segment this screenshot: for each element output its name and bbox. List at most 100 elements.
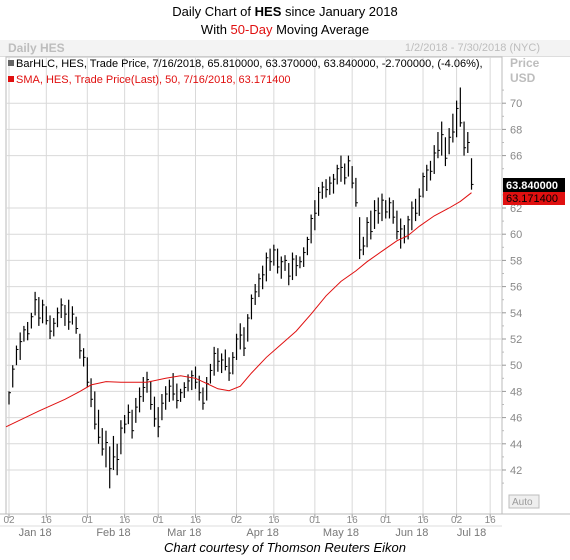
y-tick-label: 60 [510, 229, 522, 241]
ohlc-bar [23, 325, 26, 342]
ohlc-bar [452, 113, 455, 143]
y-tick-label: 70 [510, 98, 522, 110]
ohlc-bar [101, 428, 105, 456]
x-day-label: 16 [485, 515, 497, 526]
ohlc-bar [8, 391, 11, 405]
sma-line [5, 192, 472, 428]
ohlc-bar [310, 214, 314, 244]
ohlc-bar [12, 365, 15, 388]
x-day-label: 02 [231, 515, 243, 526]
sma-legend-icon [8, 76, 14, 82]
x-day-label: 16 [347, 515, 359, 526]
ohlc-bar [56, 307, 60, 328]
sma-legend-text: SMA, HES, Trade Price(Last), 50, 7/16/20… [16, 74, 291, 86]
price-axis-title: Price [510, 56, 540, 70]
title-prefix: Daily Chart of [172, 4, 255, 19]
ohlc-bar [172, 373, 176, 401]
ohlc-bar [235, 333, 239, 360]
ohlc-bar [202, 387, 205, 410]
ohlc-bars [8, 87, 474, 489]
ohlc-bar [127, 404, 131, 425]
ohlc-bar [340, 155, 343, 182]
ohlc-bar [38, 297, 41, 326]
ohlc-bar [385, 200, 388, 219]
x-day-label: 16 [41, 515, 53, 526]
plot-area [5, 56, 503, 515]
ohlc-bar [299, 256, 302, 269]
x-day-label: 02 [451, 515, 463, 526]
auto-scale-button[interactable] [508, 494, 540, 509]
ohlc-bar [321, 181, 325, 199]
ohlc-bar [258, 273, 261, 298]
ohlc-bar [30, 312, 34, 329]
ohlc-bar [437, 132, 440, 159]
ohlc-bar [243, 327, 246, 357]
ohlc-bar [441, 121, 444, 156]
x-month-label: Jul 18 [457, 527, 486, 539]
ohlc-bar [262, 265, 265, 290]
ohlc-bar [64, 304, 67, 326]
ohlc-bar [53, 318, 56, 337]
y-tick-label: 44 [510, 439, 522, 451]
ohlc-bar [400, 218, 403, 249]
ohlc-bar [135, 397, 138, 423]
x-day-label: 02 [3, 515, 15, 526]
ohlc-bar [377, 197, 381, 224]
ohlc-bar [176, 383, 179, 409]
auto-scale-label: Auto [512, 497, 533, 508]
ohlc-bar [284, 255, 288, 271]
ohlc-bar [276, 248, 280, 274]
ohlc-bar [448, 128, 452, 155]
ohlc-bar [359, 217, 362, 260]
last-price-box [503, 178, 565, 192]
ohlc-bar [165, 386, 168, 410]
chart-symbol-label: Daily HES [8, 41, 65, 55]
y-tick-label: 48 [510, 386, 522, 398]
y-axis-ticks: 70 68 66 62 60 58 56 54 52 50 48 46 44 42 [502, 89, 522, 484]
ohlc-bar [239, 323, 243, 350]
y-tick-label: 62 [510, 203, 522, 215]
ohlc-bar [470, 158, 474, 190]
ohlc-bar [168, 379, 172, 402]
ohlc-bar [269, 248, 273, 271]
ohlc-bar [396, 210, 399, 240]
x-month-label: Mar 18 [167, 527, 201, 539]
ohlc-bar [90, 378, 94, 408]
ohlc-bar [317, 187, 321, 216]
x-day-label: 16 [190, 515, 202, 526]
title-suffix: since January 2018 [281, 4, 398, 19]
ohlc-bar [221, 353, 224, 374]
x-day-label: 16 [268, 515, 280, 526]
grid-lines [6, 57, 502, 514]
ohlc-bar [426, 164, 429, 191]
ohlc-bar [120, 420, 123, 455]
subtitle-suffix: Moving Average [272, 22, 370, 37]
ohlc-bar [336, 164, 340, 185]
ohlc-bar [388, 197, 392, 219]
ohlc-bar [34, 291, 38, 316]
ohlc-bar [392, 200, 396, 224]
ohlc-bar [381, 193, 384, 222]
chart-title-line1: Daily Chart of HES since January 2018 [0, 4, 570, 19]
ohlc-bar [112, 435, 116, 470]
legend: BarHLC, HES, Trade Price, 7/16/2018, 65.… [8, 58, 483, 86]
title-ticker: HES [254, 4, 282, 19]
x-month-label: Feb 18 [96, 527, 130, 539]
y-tick-label: 42 [510, 465, 522, 477]
y-tick-label: 46 [510, 413, 522, 425]
last-price-label: 63.840000 [506, 180, 558, 192]
ohlc-bar [109, 446, 112, 489]
ohlc-bar [351, 166, 355, 189]
x-month-label: Apr 18 [246, 527, 278, 539]
x-day-label: 01 [380, 515, 392, 526]
ohlc-bar [157, 407, 161, 438]
x-day-label: 01 [82, 515, 94, 526]
ohlc-bar [45, 306, 49, 325]
ohlc-bar [366, 217, 370, 248]
ohlc-bar [332, 173, 336, 194]
y-tick-label: 54 [510, 308, 522, 320]
ohlc-bar [288, 263, 291, 286]
chart-caption: Chart courtesy of Thomson Reuters Eikon [163, 540, 407, 555]
